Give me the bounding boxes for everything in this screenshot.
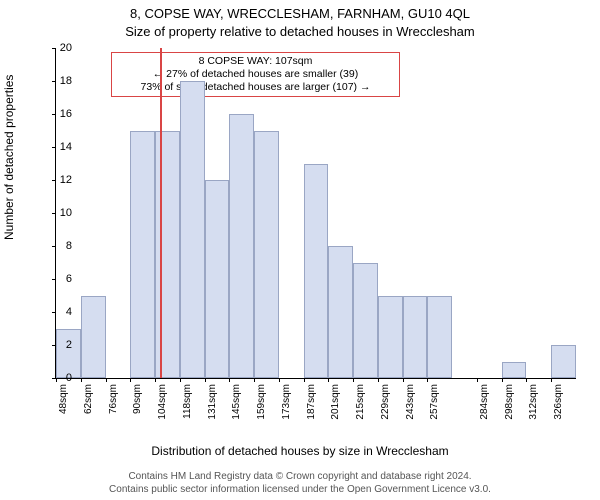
ytick-label: 16: [60, 108, 72, 120]
xtick-label: 76sqm: [108, 384, 119, 414]
xtick: [155, 378, 156, 382]
xtick-label: 90sqm: [132, 384, 143, 414]
histogram-bar: [427, 296, 452, 379]
title-line1: 8, COPSE WAY, WRECCLESHAM, FARNHAM, GU10…: [0, 6, 600, 21]
ytick-label: 0: [66, 372, 72, 384]
histogram-bar: [353, 263, 378, 379]
ytick-label: 12: [60, 174, 72, 186]
xtick: [477, 378, 478, 382]
ytick-label: 20: [60, 42, 72, 54]
reference-line: [160, 48, 162, 378]
xtick: [205, 378, 206, 382]
xtick: [378, 378, 379, 382]
ytick: [52, 279, 56, 280]
xtick: [56, 378, 57, 382]
xtick: [279, 378, 280, 382]
ytick: [52, 81, 56, 82]
y-axis-label: Number of detached properties: [2, 75, 16, 240]
ytick-label: 4: [66, 306, 72, 318]
xtick-label: 145sqm: [231, 384, 242, 420]
ytick: [52, 48, 56, 49]
xtick: [229, 378, 230, 382]
xtick-label: 215sqm: [355, 384, 366, 420]
histogram-bar: [229, 114, 254, 378]
histogram-bar: [304, 164, 329, 379]
ytick: [52, 114, 56, 115]
xtick-label: 312sqm: [528, 384, 539, 420]
xtick: [427, 378, 428, 382]
xtick: [106, 378, 107, 382]
histogram-bar: [155, 131, 180, 379]
annotation-line1: 8 COPSE WAY: 107sqm: [118, 55, 393, 68]
annotation-box: 8 COPSE WAY: 107sqm ← 27% of detached ho…: [111, 52, 400, 97]
histogram-bar: [378, 296, 403, 379]
xtick-label: 298sqm: [504, 384, 515, 420]
xtick: [304, 378, 305, 382]
footer-attribution: Contains HM Land Registry data © Crown c…: [0, 471, 600, 496]
histogram-bar: [205, 180, 230, 378]
xtick-label: 173sqm: [281, 384, 292, 420]
xtick-label: 257sqm: [429, 384, 440, 420]
xtick: [254, 378, 255, 382]
xtick-label: 159sqm: [256, 384, 267, 420]
footer-line1: Contains HM Land Registry data © Crown c…: [0, 471, 600, 484]
histogram-bar: [56, 329, 81, 379]
x-axis-label: Distribution of detached houses by size …: [0, 444, 600, 458]
xtick-label: 243sqm: [405, 384, 416, 420]
footer-line2: Contains public sector information licen…: [0, 484, 600, 497]
histogram-bar: [81, 296, 106, 379]
histogram-bar: [180, 81, 205, 378]
xtick-label: 104sqm: [157, 384, 168, 420]
xtick-label: 131sqm: [207, 384, 218, 420]
xtick: [551, 378, 552, 382]
ytick-label: 6: [66, 273, 72, 285]
xtick: [526, 378, 527, 382]
ytick: [52, 180, 56, 181]
histogram-bar: [328, 246, 353, 378]
xtick-label: 201sqm: [330, 384, 341, 420]
title-line2: Size of property relative to detached ho…: [0, 24, 600, 39]
annotation-line2: ← 27% of detached houses are smaller (39…: [118, 68, 393, 81]
xtick: [328, 378, 329, 382]
chart-plot-area: 8 COPSE WAY: 107sqm ← 27% of detached ho…: [55, 48, 576, 379]
ytick-label: 10: [60, 207, 72, 219]
annotation-line3: 73% of semi-detached houses are larger (…: [118, 81, 393, 94]
xtick: [81, 378, 82, 382]
xtick-label: 118sqm: [182, 384, 193, 419]
xtick: [353, 378, 354, 382]
ytick: [52, 147, 56, 148]
xtick-label: 326sqm: [553, 384, 564, 420]
xtick-label: 48sqm: [58, 384, 69, 414]
histogram-bar: [403, 296, 428, 379]
histogram-bar: [502, 362, 527, 379]
ytick: [52, 312, 56, 313]
histogram-bar: [551, 345, 576, 378]
histogram-bar: [130, 131, 155, 379]
xtick: [130, 378, 131, 382]
xtick-label: 187sqm: [306, 384, 317, 420]
ytick-label: 14: [60, 141, 72, 153]
xtick-label: 229sqm: [380, 384, 391, 420]
ytick-label: 8: [66, 240, 72, 252]
xtick: [403, 378, 404, 382]
xtick: [180, 378, 181, 382]
histogram-bar: [254, 131, 279, 379]
ytick-label: 18: [60, 75, 72, 87]
xtick-label: 284sqm: [479, 384, 490, 420]
xtick: [502, 378, 503, 382]
xtick-label: 62sqm: [83, 384, 94, 414]
ytick: [52, 246, 56, 247]
ytick-label: 2: [66, 339, 72, 351]
ytick: [52, 213, 56, 214]
